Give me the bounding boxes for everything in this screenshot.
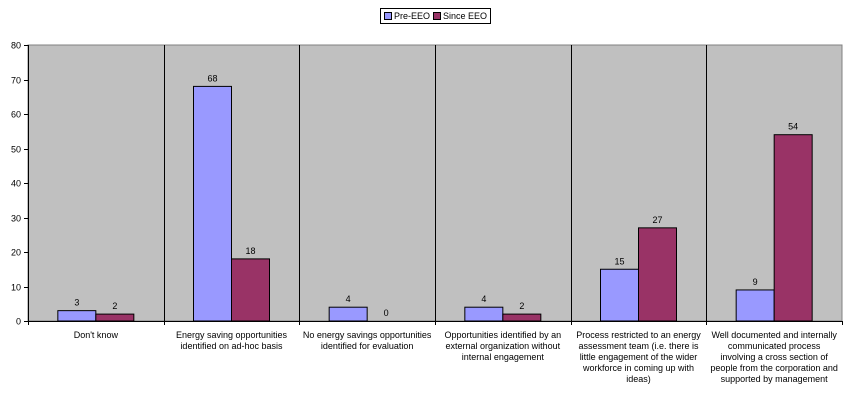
value-label-since-eeo-1: 18 xyxy=(245,246,255,256)
y-tick-label: 20 xyxy=(11,248,21,258)
bar-pre-eeo-0 xyxy=(57,310,97,322)
bar-pre-eeo-5 xyxy=(735,289,775,322)
legend-item-pre-eeo: Pre-EEO xyxy=(384,9,430,23)
y-tick-label: 10 xyxy=(11,283,21,293)
y-tick-label: 0 xyxy=(16,317,21,327)
x-tick-label-1: Energy saving opportunities identified o… xyxy=(175,330,288,351)
value-label-pre-eeo-2: 4 xyxy=(346,294,351,304)
legend-label-pre-eeo: Pre-EEO xyxy=(394,11,431,21)
bars xyxy=(57,85,813,322)
x-tick-label-4: Process restricted to an energy assessme… xyxy=(576,330,701,384)
value-label-since-eeo-4: 27 xyxy=(652,215,662,225)
category-dividers xyxy=(164,45,707,321)
legend-item-since-eeo: Since EEO xyxy=(433,9,487,23)
legend-swatch-since-eeo xyxy=(433,12,442,20)
value-label-since-eeo-0: 2 xyxy=(112,301,117,311)
value-label-pre-eeo-0: 3 xyxy=(74,298,79,308)
bar-pre-eeo-2 xyxy=(328,306,368,322)
legend-swatch-pre-eeo xyxy=(384,12,392,20)
value-label-since-eeo-3: 2 xyxy=(519,301,524,311)
y-tick-label: 50 xyxy=(11,145,21,155)
bar-pre-eeo-4 xyxy=(600,268,639,322)
bar-since-eeo-0 xyxy=(95,313,135,322)
bar-pre-eeo-1 xyxy=(193,85,232,322)
value-label-pre-eeo-3: 4 xyxy=(481,294,486,304)
bar-pre-eeo-3 xyxy=(464,306,504,322)
x-tick-label-3: Opportunities identified by an external … xyxy=(444,330,562,362)
value-label-pre-eeo-1: 68 xyxy=(207,73,217,83)
value-label-pre-eeo-5: 9 xyxy=(753,277,758,287)
bar-since-eeo-3 xyxy=(502,313,542,322)
bar-since-eeo-4 xyxy=(638,227,677,322)
bar-since-eeo-5 xyxy=(773,134,813,322)
y-tick-label: 60 xyxy=(11,110,21,120)
y-tick-label: 80 xyxy=(11,41,21,51)
legend-label-since-eeo: Since EEO xyxy=(443,11,488,21)
x-tick-label-0: Don't know xyxy=(73,330,118,340)
value-label-since-eeo-5: 54 xyxy=(788,122,798,132)
y-tick-label: 30 xyxy=(11,214,21,224)
x-tick-label-5: Well documented and internally communica… xyxy=(710,330,838,384)
value-label-since-eeo-2: 0 xyxy=(384,308,389,318)
y-tick-label: 70 xyxy=(11,76,21,86)
y-tick-label: 40 xyxy=(11,179,21,189)
legend: Pre-EEO Since EEO xyxy=(380,8,492,24)
value-labels: 3 2 68 18 4 0 4 2 15 27 9 54 xyxy=(74,73,798,318)
x-tick-label-2: No energy savings opportunities identifi… xyxy=(302,330,432,351)
value-label-pre-eeo-4: 15 xyxy=(614,256,624,266)
bar-since-eeo-1 xyxy=(231,258,270,322)
